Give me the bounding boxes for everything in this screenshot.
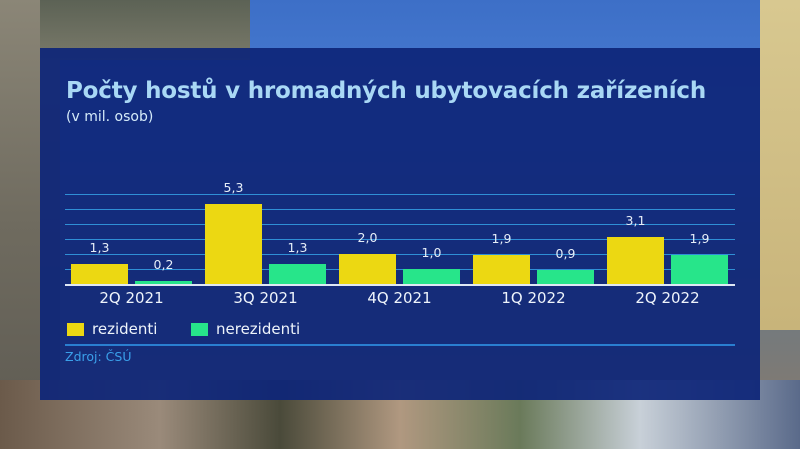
gridline <box>65 194 735 195</box>
x-axis-category-label: 2Q 2021 <box>99 289 164 307</box>
value-label: 0,9 <box>555 246 576 261</box>
value-label: 1,0 <box>421 245 442 260</box>
chart-subtitle: (v mil. osob) <box>66 109 154 125</box>
legend-item-rezidenti: rezidenti <box>67 320 157 338</box>
bar-nerezidenti-1Q-2022 <box>537 270 594 284</box>
bar-rezidenti-1Q-2022 <box>473 255 530 284</box>
legend-item-nerezidenti: nerezidenti <box>191 320 300 338</box>
x-axis-category-label: 3Q 2021 <box>233 289 298 307</box>
legend-swatch-yellow <box>67 322 84 336</box>
bar-nerezidenti-2Q-2022 <box>671 255 728 284</box>
value-label: 0,2 <box>153 257 174 272</box>
gridline <box>65 269 735 270</box>
x-axis-category-label: 4Q 2021 <box>367 289 432 307</box>
legend-swatch-green <box>191 322 208 336</box>
value-label: 1,3 <box>287 240 308 255</box>
source-separator <box>65 344 735 346</box>
source-note: Zdroj: ČSÚ <box>65 349 132 364</box>
legend-label: nerezidenti <box>216 320 301 338</box>
gridline <box>65 254 735 255</box>
bar-nerezidenti-3Q-2021 <box>269 264 326 284</box>
gridline <box>65 209 735 210</box>
bar-rezidenti-2Q-2021 <box>71 264 128 284</box>
x-axis-category-label: 2Q 2022 <box>635 289 700 307</box>
bar-rezidenti-4Q-2021 <box>339 254 396 284</box>
value-label: 1,9 <box>689 231 710 246</box>
bar-nerezidenti-2Q-2021 <box>135 281 192 284</box>
bar-rezidenti-2Q-2022 <box>607 237 664 284</box>
x-axis-baseline <box>65 284 735 286</box>
x-axis-category-label: 1Q 2022 <box>501 289 566 307</box>
value-label: 2,0 <box>357 230 378 245</box>
legend-label: rezidenti <box>92 320 158 338</box>
bar-rezidenti-3Q-2021 <box>205 204 262 284</box>
value-label: 1,3 <box>89 240 110 255</box>
gridline <box>65 224 735 225</box>
gridline <box>65 239 735 240</box>
background-building-right <box>760 0 800 330</box>
value-label: 3,1 <box>625 213 646 228</box>
value-label: 1,9 <box>491 231 512 246</box>
value-label: 5,3 <box>223 180 244 195</box>
chart-title: Počty hostů v hromadných ubytovacích zař… <box>66 78 707 104</box>
bar-nerezidenti-4Q-2021 <box>403 269 460 284</box>
